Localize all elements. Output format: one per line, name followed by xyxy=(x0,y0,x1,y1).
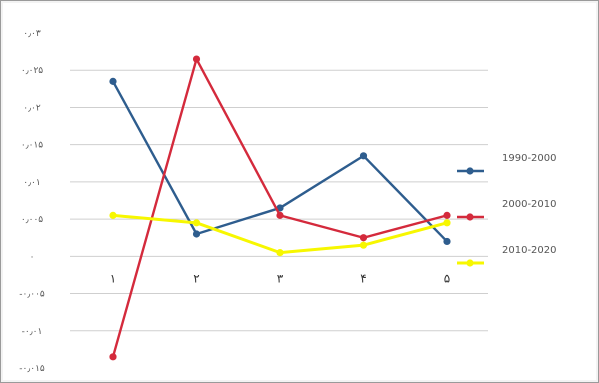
data-point xyxy=(109,211,117,219)
legend: 1990-2000 2000-2010 2010-2020 xyxy=(457,153,557,267)
data-point xyxy=(192,230,201,238)
series-layer xyxy=(109,55,451,361)
y-tick-label: ۰٫۰۳ xyxy=(23,29,41,39)
legend-swatch-marker xyxy=(466,167,474,175)
series-2 xyxy=(109,55,451,361)
x-tick-label: ۱ xyxy=(110,271,116,285)
y-tick-label: ۰٫۰۲۵ xyxy=(21,66,43,76)
y-tick-label: ۰٫۰۲ xyxy=(23,103,41,113)
data-point xyxy=(109,353,117,361)
data-point xyxy=(276,211,284,219)
data-point xyxy=(443,219,451,227)
data-point xyxy=(109,77,117,85)
y-tick-label: ۰ xyxy=(30,252,35,262)
y-axis-ticks: ۰٫۰۳ ۰٫۰۲۵ ۰٫۰۲ ۰٫۰۱۵ ۰٫۰۱ ۰٫۰۰۵ ۰ -۰٫۰۰۵ -۰٫۰۱ -… xyxy=(19,29,45,374)
x-axis-ticks: ۱ ۲ ۳ ۴ ۵ xyxy=(110,271,450,285)
y-tick-label: -۰٫۰۱ xyxy=(22,327,43,337)
legend-swatch-marker xyxy=(466,213,474,221)
x-tick-label: ۴ xyxy=(360,271,366,285)
series-1 xyxy=(109,77,451,246)
data-point xyxy=(359,152,368,160)
data-point xyxy=(359,234,368,242)
y-tick-label: -۰٫۰۱۵ xyxy=(19,364,45,374)
data-point xyxy=(276,249,284,257)
x-tick-label: ۲ xyxy=(193,271,199,285)
x-tick-label: ۵ xyxy=(444,271,450,285)
data-point xyxy=(443,237,451,246)
data-point xyxy=(192,55,201,63)
x-tick-label: ۳ xyxy=(277,271,284,285)
legend-label: 2000-2010 xyxy=(502,199,557,210)
data-point xyxy=(443,211,451,219)
y-tick-label: ۰٫۰۱ xyxy=(23,178,40,188)
data-point xyxy=(359,241,368,249)
legend-label: 1990-2000 xyxy=(502,153,557,164)
series-3 xyxy=(109,211,451,257)
grid-layer xyxy=(70,69,488,332)
legend-label: 2010-2020 xyxy=(502,245,557,256)
y-tick-label: ۰٫۰۰۵ xyxy=(21,215,43,225)
y-tick-label: -۰٫۰۰۵ xyxy=(19,290,45,300)
y-tick-label: ۰٫۰۱۵ xyxy=(21,141,43,151)
legend-swatch-marker xyxy=(466,259,474,267)
data-point xyxy=(192,219,201,227)
series-line xyxy=(111,213,449,255)
